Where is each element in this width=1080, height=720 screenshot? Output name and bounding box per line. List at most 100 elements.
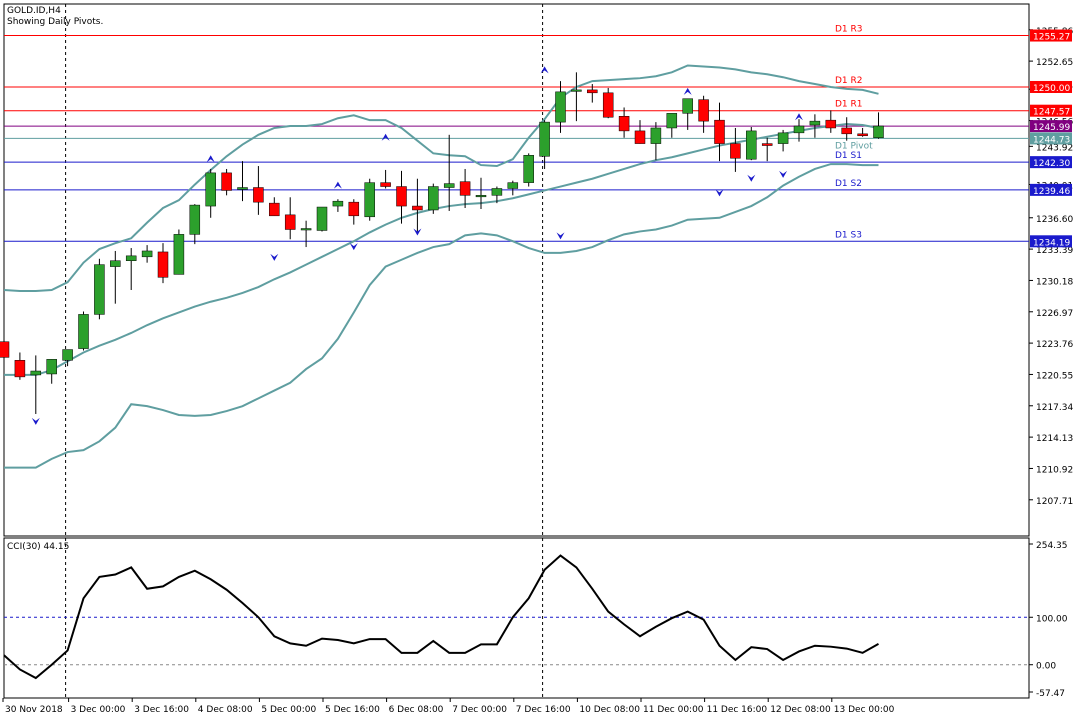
candle-body bbox=[746, 130, 757, 160]
candle-body bbox=[412, 205, 423, 211]
candle-body bbox=[157, 251, 169, 278]
price-axis-tick-label: 1214.13 bbox=[1036, 434, 1073, 444]
candle-body bbox=[793, 125, 805, 134]
price-tags: 1255.27 1250.00 1247.57 1245.99 1244.73 1242.… bbox=[1030, 29, 1072, 248]
fractal-down-arrow bbox=[747, 174, 756, 182]
symbol-label: GOLD.ID,H4 bbox=[7, 6, 61, 16]
candle-body bbox=[46, 359, 57, 375]
price-axis-tick-label: 1236.60 bbox=[1036, 215, 1073, 225]
fractal-up-arrow bbox=[683, 87, 692, 95]
candle-body bbox=[682, 98, 693, 114]
candle-body bbox=[221, 172, 232, 191]
price-tag-bg bbox=[1030, 29, 1072, 42]
candle-body bbox=[634, 130, 646, 144]
time-axis-tick-label: 5 Dec 16:00 bbox=[325, 705, 380, 715]
price-tag-bg bbox=[1030, 235, 1072, 248]
price-tag-label: 1234.19 bbox=[1033, 238, 1070, 248]
fractal-up-arrow bbox=[540, 66, 549, 74]
time-axis-tick-label: 7 Dec 16:00 bbox=[516, 705, 571, 715]
candle-body bbox=[332, 200, 344, 207]
price-axis-tick-label: 1223.76 bbox=[1036, 340, 1073, 350]
candle-body bbox=[396, 186, 407, 207]
candle-body bbox=[110, 260, 121, 267]
fractal-up-arrow bbox=[795, 113, 803, 121]
price-axis-tick-label: 1217.34 bbox=[1036, 403, 1073, 413]
time-axis-tick-label: 12 Dec 08:00 bbox=[770, 705, 831, 715]
candle-body bbox=[380, 182, 391, 187]
time-axis-tick-label: 3 Dec 16:00 bbox=[134, 705, 189, 715]
cci-axis-tick-label: 100.00 bbox=[1036, 614, 1068, 624]
candle-body bbox=[602, 92, 614, 118]
candle-body bbox=[237, 187, 248, 190]
candle-body bbox=[0, 341, 10, 358]
pivot-level-label: D1 R2 bbox=[835, 76, 863, 86]
price-axis-tick-label: 1230.18 bbox=[1036, 277, 1073, 287]
candle-body bbox=[555, 91, 566, 123]
time-axis-tick-label: 10 Dec 08:00 bbox=[579, 705, 640, 715]
candle-body bbox=[173, 234, 185, 275]
candle-body bbox=[443, 183, 455, 188]
price-axis-tick-label: 1233.39 bbox=[1036, 246, 1073, 256]
time-axis-tick-label: 30 Nov 2018 bbox=[5, 705, 63, 715]
time-axis-tick-label: 13 Dec 00:00 bbox=[834, 705, 895, 715]
candle-body bbox=[539, 121, 550, 157]
fractal-down-arrow bbox=[556, 232, 565, 240]
price-axis-tick-label: 1252.65 bbox=[1036, 58, 1073, 68]
candle-body bbox=[475, 195, 487, 198]
pivot-level-label: D1 S1 bbox=[835, 151, 862, 161]
price-tag-label: 1255.27 bbox=[1033, 33, 1070, 43]
price-axis-tick-label: 1243.92 bbox=[1036, 143, 1073, 153]
candle-body bbox=[459, 181, 471, 196]
candle-body bbox=[825, 119, 837, 129]
candle-body bbox=[189, 204, 201, 235]
fractal-markers bbox=[31, 66, 803, 425]
time-axis-tick-label: 3 Dec 00:00 bbox=[71, 705, 126, 715]
candlestick-series bbox=[0, 72, 884, 414]
candle-body bbox=[253, 187, 264, 203]
price-tag-bg bbox=[1030, 120, 1072, 133]
candle-body bbox=[777, 132, 789, 144]
cci-axis-tick-label: 254.35 bbox=[1036, 541, 1068, 551]
time-axis-tick-label: 4 Dec 08:00 bbox=[198, 705, 253, 715]
price-tag-label: 1244.73 bbox=[1033, 135, 1070, 145]
price-tag-bg bbox=[1030, 132, 1072, 145]
candle-body bbox=[269, 202, 280, 217]
price-tag-bg bbox=[1030, 80, 1072, 93]
price-axis-tick-label: 1226.97 bbox=[1036, 309, 1073, 319]
vertical-markers bbox=[65, 4, 544, 698]
candle-body bbox=[618, 116, 630, 132]
price-tag-label: 1242.30 bbox=[1033, 159, 1070, 169]
candle-body bbox=[809, 120, 821, 126]
price-tag-label: 1239.46 bbox=[1033, 187, 1070, 197]
price-axis-tick-label: 1207.71 bbox=[1036, 497, 1073, 507]
candle-body bbox=[284, 214, 296, 230]
price-axis-tick-label: 1210.92 bbox=[1036, 465, 1073, 475]
candle-body bbox=[300, 228, 312, 231]
time-axis: 30 Nov 2018 3 Dec 00:00 3 Dec 16:00 4 Dec 0… bbox=[2, 698, 895, 715]
pivot-level-label: D1 S3 bbox=[835, 230, 862, 240]
fractal-up-arrow bbox=[381, 133, 390, 141]
cci-axis: 254.35 100.00 0.00 -57.47 bbox=[1029, 541, 1068, 699]
candle-body bbox=[141, 250, 153, 258]
time-axis-tick-label: 7 Dec 00:00 bbox=[452, 705, 507, 715]
price-tag-bg bbox=[1030, 104, 1072, 117]
price-tag-label: 1245.99 bbox=[1033, 123, 1070, 133]
candle-body bbox=[523, 155, 534, 183]
pivot-level-label: D1 S2 bbox=[835, 179, 862, 189]
candle-body bbox=[714, 119, 725, 144]
candle-body bbox=[841, 127, 852, 135]
cci-title: CCI(30) 44.15 bbox=[7, 542, 69, 552]
candle-body bbox=[857, 133, 868, 137]
fractal-down-arrow bbox=[715, 189, 724, 197]
candle-body bbox=[571, 89, 582, 92]
candle-body bbox=[761, 143, 773, 146]
candle-body bbox=[666, 113, 678, 129]
time-axis-tick-label: 6 Dec 08:00 bbox=[389, 705, 444, 715]
time-axis-tick-label: 5 Dec 00:00 bbox=[261, 705, 316, 715]
candle-body bbox=[587, 89, 598, 94]
candle-body bbox=[14, 360, 26, 378]
cci-axis-tick-label: 0.00 bbox=[1036, 662, 1056, 672]
pivot-level-label: D1 R3 bbox=[835, 25, 863, 35]
